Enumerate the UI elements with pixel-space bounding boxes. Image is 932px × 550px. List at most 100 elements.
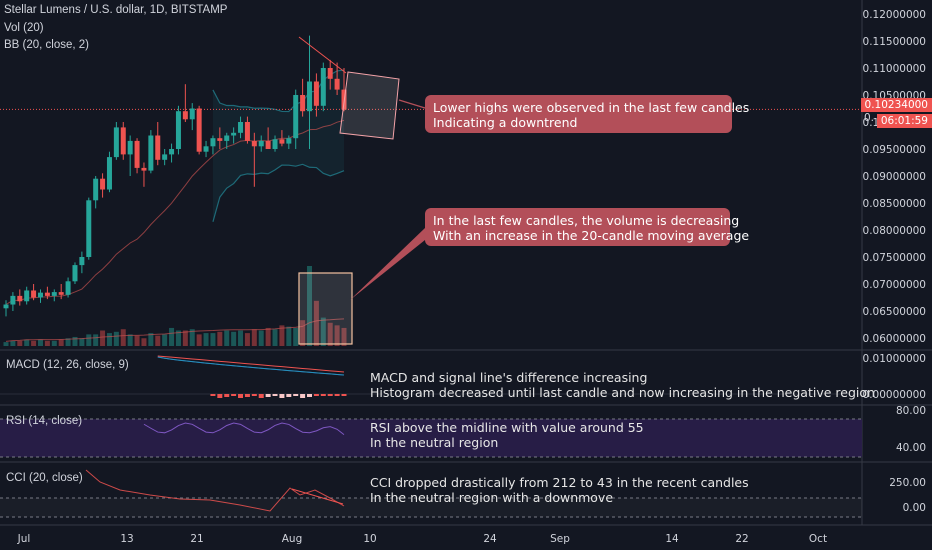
volume-ma-line — [5, 318, 345, 342]
price-tick-7: 0.08500000 — [862, 198, 926, 210]
candle-body — [244, 122, 250, 141]
macd-tick-1: 0.00000000 — [862, 389, 926, 401]
price-tick-partial: 0. — [863, 112, 874, 124]
macd-histogram-bar — [320, 394, 326, 396]
candle-body — [169, 149, 175, 155]
lower-highs-box — [339, 71, 400, 140]
bb-lower-line — [212, 163, 345, 222]
candle-body — [65, 281, 71, 295]
volume-bar — [265, 327, 271, 346]
volume-bar — [31, 340, 37, 346]
macd-histogram-bar — [286, 394, 292, 397]
candle-body — [51, 292, 57, 296]
macd-histogram-bar — [293, 394, 299, 396]
candle-body — [320, 68, 326, 106]
downtrend-callout[interactable]: Lower highs were observed in the last fe… — [425, 95, 749, 133]
candle-body — [3, 304, 9, 309]
volume-bar — [238, 330, 244, 346]
volume-callout[interactable]: In the last few candles, the volume is d… — [425, 208, 749, 246]
volume-bar — [65, 338, 71, 346]
candle-body — [203, 146, 209, 152]
candle-body — [307, 81, 313, 112]
candle-body — [210, 138, 216, 147]
candle-body — [258, 140, 264, 147]
macd-histogram-bar — [341, 394, 347, 396]
candle-body — [113, 127, 119, 158]
candle-body — [286, 138, 292, 144]
volume-bar — [279, 325, 285, 346]
price-tick-11: 0.06500000 — [862, 306, 926, 318]
candle-body — [148, 135, 154, 171]
time-tick-sep: Sep — [550, 533, 570, 545]
volume-bar — [286, 326, 292, 346]
macd-line — [157, 356, 345, 376]
macd-histogram-bar — [217, 394, 223, 398]
price-tick-10: 0.07000000 — [862, 279, 926, 291]
macd-note-line-2: Histogram decreased until last candle an… — [370, 385, 875, 400]
volume-bar — [51, 340, 57, 346]
macd-histogram-bar — [300, 394, 306, 398]
candle-body — [231, 132, 237, 136]
candle-body — [175, 111, 181, 149]
volume-bar — [106, 333, 112, 346]
volume-bar — [251, 329, 257, 346]
cci-tick-1: 0.00 — [902, 502, 926, 514]
macd-histogram-bar — [279, 394, 285, 398]
macd-histogram-bar — [313, 394, 319, 396]
candle-body — [141, 167, 147, 171]
volume-bar — [44, 340, 50, 346]
macd-histogram-bar — [272, 394, 278, 396]
volume-bar — [189, 329, 195, 346]
volume-bar — [175, 330, 181, 346]
volume-bar — [327, 322, 333, 346]
time-tick-aug: Aug — [281, 533, 303, 545]
price-tick-9: 0.07500000 — [862, 252, 926, 264]
volume-bar — [24, 339, 30, 346]
candle-body — [120, 127, 126, 155]
price-tick-0: 0.12000000 — [862, 9, 926, 21]
downtrend-callout-line-2: Indicating a downtrend — [433, 115, 578, 130]
candle-body — [10, 295, 16, 305]
candle-body — [86, 200, 92, 257]
volume-bar — [300, 320, 306, 346]
volume-bar — [113, 331, 119, 346]
macd-histogram-bar — [244, 394, 250, 397]
volume-bar — [341, 327, 347, 346]
rsi-line — [143, 422, 345, 435]
rsi-legend: RSI (14, close) — [6, 415, 83, 427]
candle-body — [300, 95, 306, 112]
rsi-band — [0, 419, 862, 457]
candle-body — [72, 265, 78, 282]
candle-body — [44, 292, 50, 296]
volume-legend: Vol (20) — [4, 22, 44, 34]
candle-body — [182, 111, 188, 120]
price-tick-6: 0.09000000 — [862, 171, 926, 183]
volume-bar — [79, 338, 85, 346]
volume-bar — [120, 329, 126, 346]
candle-countdown-badge: 06:01:59 — [876, 114, 932, 128]
time-tick-10: 10 — [363, 533, 377, 545]
downtrend-callout-pointer — [398, 99, 426, 109]
price-tick-12: 0.06000000 — [862, 333, 926, 345]
volume-bar — [169, 327, 175, 346]
time-tick-14: 14 — [665, 533, 679, 545]
candle-body — [31, 290, 37, 298]
price-tick-2: 0.11000000 — [862, 63, 926, 75]
volume-bar — [272, 329, 278, 346]
volume-highlight-box — [298, 272, 353, 345]
symbol-title: Stellar Lumens / U.S. dollar, 1D, BITSTA… — [4, 4, 228, 16]
macd-histogram-bar — [238, 394, 244, 398]
macd-signal-line — [157, 355, 345, 373]
price-tick-5: 0.09500000 — [862, 144, 926, 156]
time-tick-24: 24 — [483, 533, 497, 545]
candle-body — [162, 154, 168, 160]
lower-highs-trendline — [298, 36, 347, 74]
candle-body — [224, 135, 230, 141]
candle-body — [238, 122, 244, 133]
volume-bar — [155, 335, 161, 346]
macd-histogram-bar — [210, 394, 216, 396]
rsi-note-line-1: RSI above the midline with value around … — [370, 420, 644, 435]
price-tick-8: 0.08000000 — [862, 225, 926, 237]
cci-trendline — [291, 488, 344, 505]
